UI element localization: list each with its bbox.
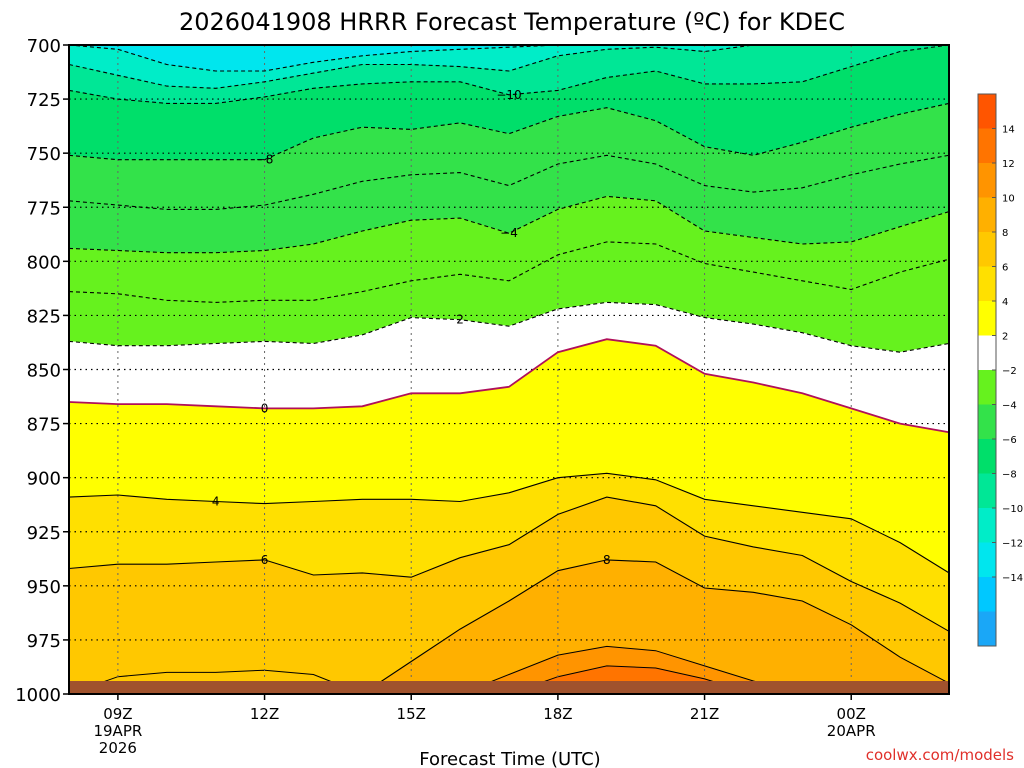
colorbar-swatch-4 <box>978 473 996 509</box>
y-tick-label-750: 750 <box>27 144 61 165</box>
isotherm-label--4: −4 <box>500 226 518 240</box>
colorbar-label-5: 4 <box>1002 297 1008 308</box>
x-axis-title: Forecast Time (UTC) <box>419 749 600 768</box>
isotherm-label-4: 4 <box>212 494 220 508</box>
y-tick-label-825: 825 <box>27 306 61 327</box>
colorbar-label-12: −12 <box>1002 539 1023 550</box>
y-tick-label-800: 800 <box>27 252 61 273</box>
colorbar-label-7: −2 <box>1002 366 1017 377</box>
isotherm-layer <box>68 44 950 695</box>
colorbar-swatch-10 <box>978 266 996 302</box>
y-tick-label-700: 700 <box>27 36 61 57</box>
isotherm--6 <box>68 154 950 210</box>
colorbar-swatch-13 <box>978 163 996 198</box>
colorbar-swatch-0 <box>978 611 996 647</box>
y-tick-label-925: 925 <box>27 523 61 544</box>
colorbar-swatch-7 <box>978 370 996 405</box>
x-tick-label-21: 21Z <box>690 705 719 723</box>
isotherm--12 <box>68 44 949 89</box>
colorbar-swatch-8 <box>978 335 996 371</box>
y-tick-label-950: 950 <box>27 577 61 598</box>
isotherm--2 <box>68 241 950 303</box>
colorbar-label-11: −10 <box>1002 504 1023 515</box>
colorbar-swatch-2 <box>978 542 996 578</box>
isotherm-label--10: −10 <box>496 88 521 102</box>
colorbar-label-4: 6 <box>1002 263 1008 274</box>
colorbar-swatch-6 <box>978 404 996 440</box>
colorbar-label-0: 14 <box>1002 125 1015 136</box>
y-tick-label-900: 900 <box>27 469 61 490</box>
x-tick-label-9: 09Z 19APR 2026 <box>93 705 142 757</box>
isotherm-2 <box>68 301 950 353</box>
x-tick-label-24: 00Z 20APR <box>827 705 876 740</box>
x-axis: 09Z 19APR 2026 12Z 15Z 18Z 21Z 00Z 20APR <box>93 694 876 757</box>
colorbar-swatch-11 <box>978 232 996 267</box>
colorbar-label-6: 2 <box>1002 332 1008 343</box>
colorbar-label-8: −4 <box>1002 401 1017 412</box>
y-tick-label-850: 850 <box>27 361 61 382</box>
colorbar-label-1: 12 <box>1002 159 1015 170</box>
x-tick-label-18: 18Z <box>543 705 572 723</box>
isotherm--10 <box>68 44 950 104</box>
isotherm-label-8: 8 <box>603 553 611 567</box>
x-tick-label-12: 12Z <box>250 705 279 723</box>
isotherm-label--8: −8 <box>256 153 274 167</box>
ground-strip <box>69 681 949 694</box>
colorbar-swatch-1 <box>978 577 996 612</box>
y-tick-label-775: 775 <box>27 198 61 219</box>
y-tick-label-875: 875 <box>27 415 61 436</box>
colorbar-label-2: 10 <box>1002 194 1015 205</box>
colorbar-label-10: −8 <box>1002 470 1017 481</box>
grid-lines <box>69 45 949 694</box>
y-axis: 700 725 750 775 800 825 850 875 900 925 950 975 1000 <box>15 36 69 706</box>
colorbar-label-9: −6 <box>1002 435 1017 446</box>
credit-text: coolwx.com/models <box>866 746 1014 764</box>
y-tick-label-975: 975 <box>27 631 61 652</box>
isotherm-label-0: 0 <box>261 401 269 415</box>
y-tick-label-1000: 1000 <box>15 685 61 706</box>
isotherm-labels: −10 −8 −4 2 0 4 6 8 <box>212 88 611 567</box>
colorbar-swatch-15 <box>978 94 996 129</box>
chart-title: 2026041908 HRRR Forecast Temperature (ºC… <box>179 8 845 36</box>
colorbar-legend: 14 12 10 8 6 4 2 −2 −4 −6 −8 −10 −12 −14 <box>977 93 1023 647</box>
colorbar-swatch-9 <box>978 301 996 336</box>
colorbar-swatch-14 <box>978 128 996 164</box>
colorbar-label-13: −14 <box>1002 573 1023 584</box>
isotherm-0 <box>68 338 950 434</box>
isotherm-6 <box>68 496 950 632</box>
colorbar-swatch-3 <box>978 508 996 543</box>
isotherm-label-2: 2 <box>456 313 464 327</box>
isotherm-4 <box>68 472 950 574</box>
colorbar-swatch-5 <box>978 439 996 474</box>
colorbar-label-3: 8 <box>1002 228 1008 239</box>
colorbar-swatch-12 <box>978 197 996 233</box>
isotherm-label-6: 6 <box>261 553 269 567</box>
y-tick-label-725: 725 <box>27 90 61 111</box>
x-tick-label-15: 15Z <box>397 705 426 723</box>
